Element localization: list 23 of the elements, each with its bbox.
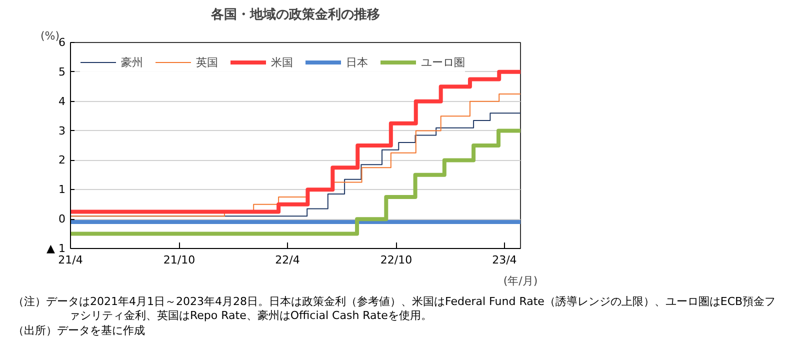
text: （出所）データを基に作成 — [12, 324, 146, 338]
y-tick-label: 2 — [58, 154, 66, 167]
y-tick-label: ▲ 1 — [46, 242, 66, 255]
y-tick-label: 1 — [58, 183, 66, 196]
legend-label: 英国 — [196, 54, 218, 70]
y-tick-label: 0 — [58, 212, 66, 226]
x-axis-title: (年/月) — [503, 274, 538, 288]
x-tick-label: 22/10 — [380, 254, 412, 266]
y-tick-label: 3 — [58, 124, 66, 138]
text: （注）データは2021年4月1日～2023年4月28日。日本は政策金利（参考値）、米国はFederal Fund Rate（誘導レンジの上限）、ユーロ圏はECB預金ファシリティ金利、英国はRepo Rate、豪州はOfficial Cash Rateを使用。 — [12, 295, 777, 324]
x-tick-label: 21/4 — [58, 254, 83, 266]
x-tick-label: 21/10 — [163, 254, 196, 266]
chart-title: 各国・地域の政策金利の推移 — [210, 6, 380, 22]
legend-label: 日本 — [346, 54, 368, 70]
x-tick-label: 23/4 — [492, 254, 517, 266]
y-tick-label: 5 — [58, 65, 66, 78]
x-tick-label: 22/4 — [275, 254, 300, 266]
legend-label: 米国 — [271, 54, 293, 70]
legend-label: ユーロ圏 — [421, 54, 465, 70]
y-axis-title: (%) — [40, 30, 60, 42]
legend-label: 豪州 — [121, 54, 143, 70]
y-tick-label: 4 — [58, 94, 66, 108]
y-tick-label: 6 — [58, 36, 66, 49]
